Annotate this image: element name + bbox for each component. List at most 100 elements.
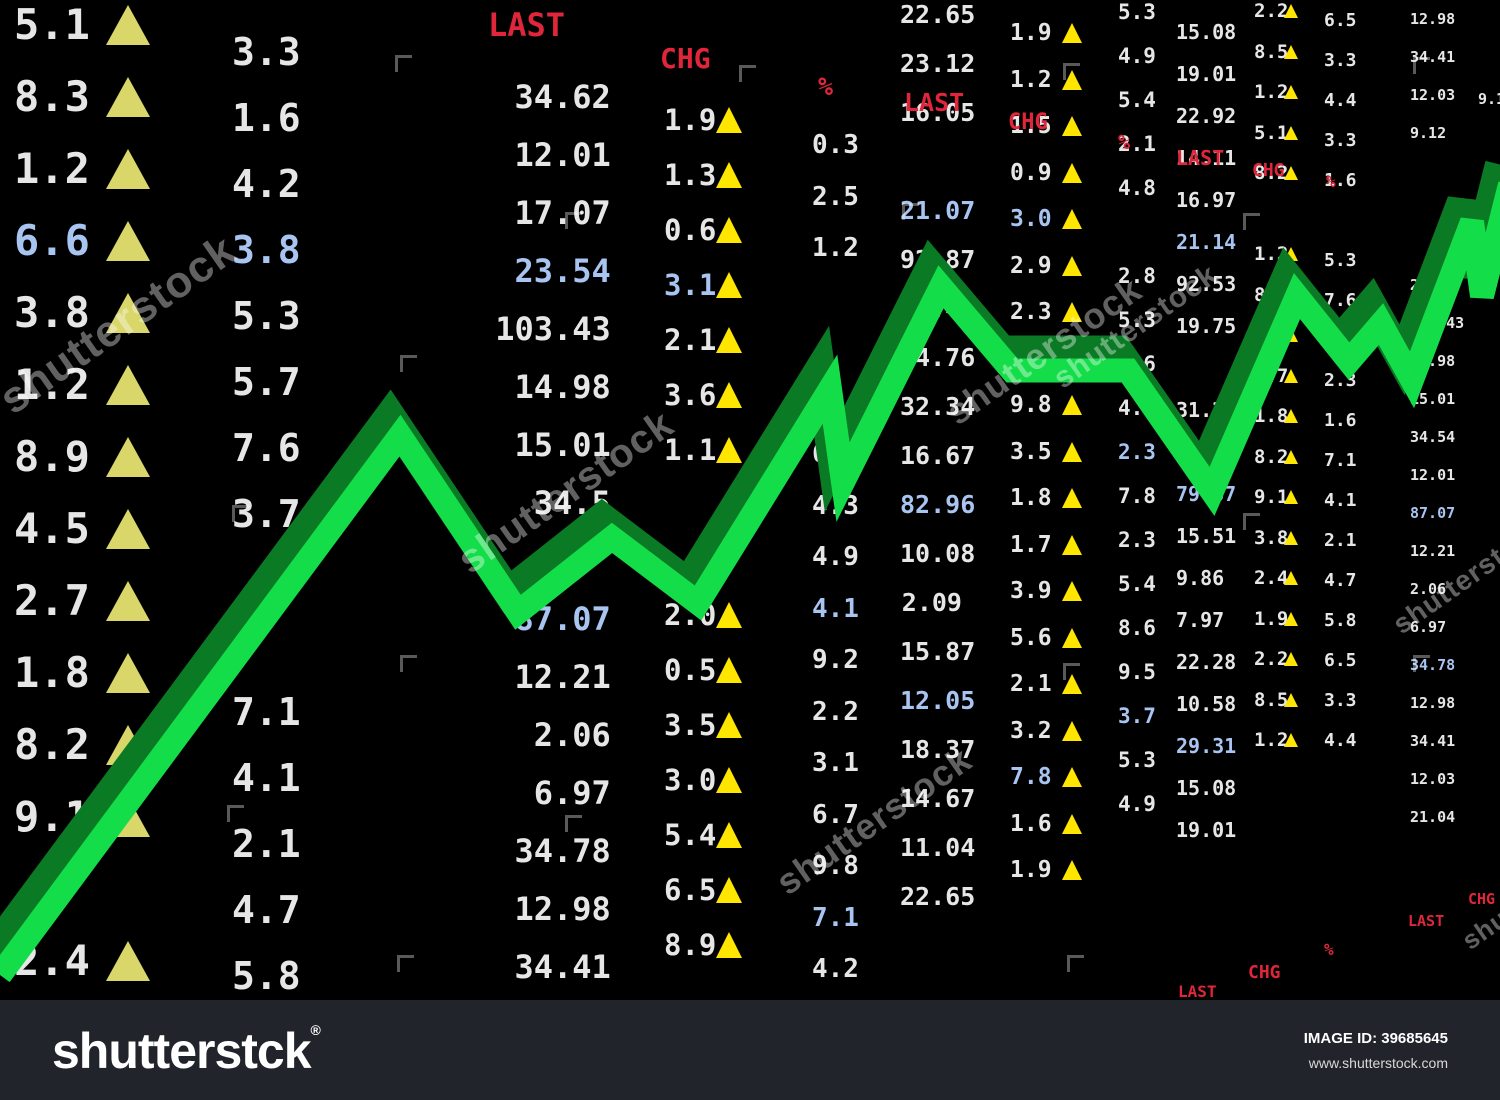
watermark-corner-mark: [400, 655, 417, 672]
ticker-cell: 12.98: [1410, 694, 1455, 712]
ticker-value: 2.06: [1410, 580, 1447, 598]
up-arrow-icon: [1284, 449, 1298, 464]
ticker-value: 3.7: [1118, 704, 1156, 728]
ticker-value: 5.3: [1324, 250, 1357, 271]
ticker-cell: 34.54: [1410, 428, 1455, 446]
ticker-cell: 2.4: [1254, 567, 1298, 589]
ticker-value: 2.8: [1118, 264, 1156, 288]
ticker-cell: 1.6: [1324, 170, 1357, 191]
ticker-value: 16.97: [1176, 188, 1237, 212]
ticker-value: 0.5: [664, 653, 717, 687]
ticker-value: 4.4: [1324, 730, 1357, 751]
ticker-cell: 3.1: [664, 268, 742, 302]
ticker-cell: 34.78: [1410, 656, 1455, 674]
ticker-cell: 1.2: [1010, 66, 1082, 93]
ticker-value: 4.1: [812, 593, 859, 624]
up-arrow-icon: [106, 580, 150, 621]
up-arrow-icon: [1284, 368, 1298, 383]
ticker-value: 1.8: [1010, 485, 1052, 511]
ticker-cell: 2.3: [1118, 440, 1156, 464]
ticker-value: 9.12: [1410, 124, 1447, 142]
ticker-cell: 0.9: [1010, 160, 1082, 186]
ticker-cell: 8.6: [1118, 616, 1156, 640]
ticker-cell: 6.5: [1324, 10, 1357, 31]
watermark-corner-mark: [1063, 63, 1080, 80]
footer-logo[interactable]: shutterstck®: [52, 1022, 321, 1080]
column-header-last: LAST: [1176, 146, 1225, 170]
ticker-cell: 4.7: [232, 888, 301, 932]
ticker-value: 4.2: [812, 954, 859, 984]
ticker-value: 1.2: [1010, 66, 1052, 93]
ticker-cell: 1.2: [1254, 81, 1298, 103]
ticker-cell: 5.6: [1010, 625, 1082, 651]
ticker-value: 2.1: [1010, 671, 1052, 697]
ticker-value: 1.8: [1254, 405, 1289, 427]
column-header-pct: %: [818, 72, 834, 101]
ticker-cell: 5.7: [232, 360, 301, 404]
up-arrow-icon: [1284, 409, 1298, 423]
up-arrow-icon: [106, 292, 150, 333]
watermark-corner-mark: [1243, 213, 1260, 230]
ticker-value: 9.5: [1118, 660, 1156, 684]
ticker-cell: 2.3: [1118, 528, 1156, 552]
ticker-cell: 6.7: [812, 800, 859, 830]
ticker-value: 19.75: [1176, 314, 1237, 338]
ticker-value: 3.1: [664, 268, 717, 302]
ticker-cell: 3.1: [812, 748, 859, 778]
ticker-cell: 2.2: [1254, 648, 1298, 670]
ticker-cell: 1.5: [1010, 113, 1082, 139]
ticker-value: 5.1: [14, 0, 90, 49]
ticker-value: 5.7: [232, 360, 301, 404]
ticker-cell: 5.4: [1118, 88, 1156, 112]
ticker-value: 7.97: [1176, 608, 1225, 632]
up-arrow-icon: [1062, 674, 1082, 694]
up-arrow-icon: [1062, 162, 1082, 183]
ticker-value: 5.4: [1118, 572, 1156, 596]
ticker-cell: 2.9: [1010, 253, 1082, 279]
ticker-value: 1.2: [1254, 81, 1289, 103]
ticker-cell: 23.54: [470, 252, 610, 290]
ticker-cell: 22.92: [1176, 104, 1236, 128]
ticker-cell: 2.2: [812, 697, 859, 727]
ticker-value: 4.2: [232, 162, 301, 206]
ticker-value: 10.58: [1176, 692, 1237, 716]
ticker-cell: 3.5: [1010, 439, 1082, 465]
ticker-cell: 3.3: [232, 30, 301, 74]
site-url[interactable]: www.shutterstock.com: [1308, 1055, 1448, 1071]
ticker-cell: 21.14: [1176, 230, 1236, 254]
ticker-value: 3.8: [1254, 526, 1289, 549]
ticker-cell: 2.09: [900, 588, 962, 617]
up-arrow-icon: [1284, 571, 1298, 585]
ticker-cell: 12.98: [470, 890, 610, 928]
ticker-cell: 4.1: [232, 756, 301, 800]
ticker-cell: 8.9: [664, 928, 742, 962]
ticker-cell: 14.98: [470, 368, 610, 406]
ticker-cell: 3.7: [1118, 704, 1156, 728]
up-arrow-icon: [1284, 611, 1298, 626]
ticker-cell: 15.51: [1176, 524, 1236, 548]
ticker-value: 2.06: [533, 716, 611, 754]
footer-bar: shutterstck® IMAGE ID: 39685645 www.shut…: [0, 1000, 1500, 1100]
up-arrow-icon: [1062, 255, 1082, 276]
ticker-value: 1.6: [1010, 810, 1052, 837]
column-header-chg: CHG: [1008, 110, 1048, 135]
ticker-cell: 8.5: [1254, 688, 1298, 711]
ticker-value: 4.5: [14, 504, 90, 553]
ticker-cell: 4.9: [1118, 44, 1156, 68]
ticker-value: 6.7: [812, 799, 859, 830]
ticker-cell: 1.9: [1010, 857, 1082, 883]
ticker-cell: 2.8: [1118, 264, 1156, 288]
ticker-cell: 8.5: [1254, 41, 1298, 63]
ticker-cell: 4.2: [812, 954, 859, 984]
ticker-cell: 15.01: [1410, 390, 1455, 408]
ticker-value: 8.5: [1254, 688, 1289, 711]
image-id: IMAGE ID: 39685645: [1303, 1030, 1448, 1047]
up-arrow-icon: [716, 437, 742, 463]
ticker-value: 3.2: [1010, 717, 1052, 744]
ticker-cell: 92.53: [1176, 272, 1236, 296]
up-arrow-icon: [716, 712, 742, 738]
up-arrow-icon: [716, 877, 742, 903]
ticker-value: 6.97: [533, 774, 611, 812]
column-header-pct: %: [1118, 130, 1131, 154]
ticker-value: 22.28: [1176, 650, 1237, 674]
